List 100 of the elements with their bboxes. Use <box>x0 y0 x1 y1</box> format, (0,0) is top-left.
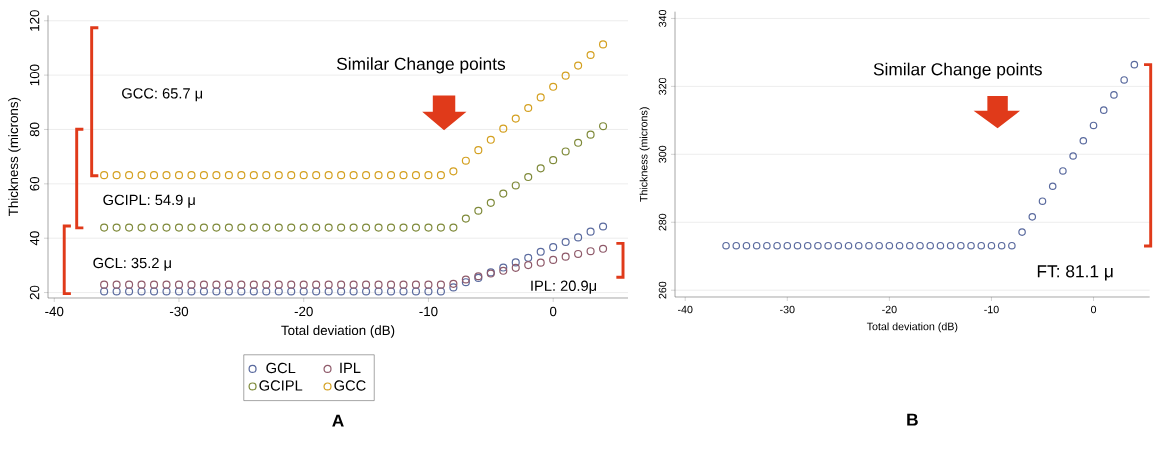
point <box>916 241 924 250</box>
point <box>299 171 308 180</box>
point <box>174 223 184 232</box>
point <box>511 263 520 272</box>
point <box>763 241 771 250</box>
point <box>486 135 495 144</box>
point <box>262 223 271 232</box>
point <box>324 171 333 180</box>
x-tick-label: 0 <box>1090 305 1097 314</box>
point <box>399 223 408 232</box>
point <box>783 241 792 250</box>
point <box>449 223 458 232</box>
point <box>926 241 934 250</box>
point <box>274 280 283 289</box>
point <box>461 214 470 223</box>
point <box>1069 152 1077 160</box>
point <box>499 189 508 198</box>
point <box>411 171 421 180</box>
point <box>549 243 558 252</box>
x-tick-label: -10 <box>984 305 999 314</box>
point <box>374 223 383 232</box>
annotation: GCL: 35.2 μ <box>93 257 171 271</box>
point <box>137 223 146 232</box>
point <box>174 287 184 296</box>
point <box>187 223 196 232</box>
point <box>436 223 445 232</box>
point <box>561 71 570 80</box>
point <box>511 258 520 267</box>
point <box>885 241 894 250</box>
point <box>1079 136 1088 145</box>
point <box>199 287 208 296</box>
point <box>865 241 873 250</box>
point <box>299 223 308 232</box>
point <box>224 287 233 296</box>
point <box>312 280 321 289</box>
point <box>486 198 495 207</box>
point <box>586 247 595 256</box>
point <box>773 241 781 250</box>
point <box>936 241 945 250</box>
point <box>524 172 533 182</box>
point <box>895 241 904 250</box>
y-tick-label: 100 <box>29 64 40 86</box>
point <box>598 244 608 253</box>
point <box>386 287 396 296</box>
point <box>1110 91 1118 99</box>
point <box>237 280 246 289</box>
x-tick-label: -20 <box>882 305 897 314</box>
y-axis-title: Thickness (microns) <box>639 107 650 202</box>
point <box>362 287 371 296</box>
point <box>424 280 433 289</box>
point <box>362 223 371 232</box>
point <box>112 171 121 180</box>
point <box>411 223 421 232</box>
point <box>299 287 308 296</box>
point <box>324 223 333 232</box>
point <box>536 93 545 102</box>
point <box>967 241 975 250</box>
x-tick-label: -30 <box>780 305 795 314</box>
point <box>287 171 296 180</box>
point <box>854 241 863 250</box>
point <box>598 222 608 231</box>
point <box>987 241 996 250</box>
point <box>112 223 121 232</box>
point <box>752 241 761 250</box>
point <box>212 280 221 289</box>
x-axis-title: Total deviation (dB) <box>866 322 958 333</box>
point <box>349 280 358 289</box>
point <box>312 171 321 180</box>
point <box>324 287 333 296</box>
point <box>287 287 296 296</box>
point <box>162 280 171 289</box>
point <box>337 287 346 296</box>
point <box>112 280 121 289</box>
x-tick-label: -10 <box>419 306 438 317</box>
point <box>149 280 159 289</box>
point <box>399 287 408 296</box>
point <box>549 82 558 91</box>
y-tick-label: 20 <box>29 285 40 300</box>
point <box>374 287 383 296</box>
point <box>536 258 545 267</box>
point <box>399 280 408 289</box>
point <box>137 171 146 180</box>
point <box>524 253 533 262</box>
legend-label: IPL <box>340 362 361 373</box>
point <box>125 223 134 232</box>
point <box>436 171 445 180</box>
point <box>199 171 208 180</box>
point <box>374 171 383 180</box>
point <box>474 206 483 215</box>
point <box>561 252 570 261</box>
point <box>149 287 159 296</box>
point <box>386 223 396 232</box>
point <box>511 114 520 123</box>
point <box>814 241 822 250</box>
x-tick-label: -40 <box>677 305 693 314</box>
point <box>287 280 296 289</box>
point <box>875 241 883 250</box>
point <box>299 280 308 289</box>
legend-label: GCIPL <box>259 380 303 391</box>
point <box>436 280 445 289</box>
